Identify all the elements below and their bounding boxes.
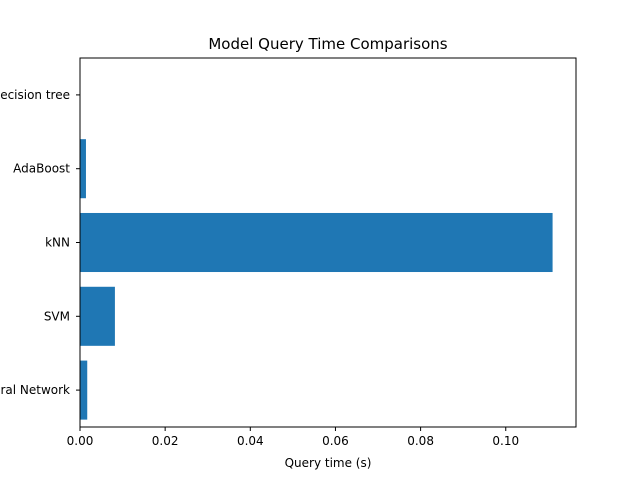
bar-adaboost — [80, 139, 86, 198]
bars-group — [80, 65, 553, 419]
x-axis-ticks: 0.00 0.02 0.04 0.06 0.08 0.10 — [67, 427, 519, 448]
x-tick-label-1: 0.02 — [152, 434, 179, 448]
bar-svm — [80, 287, 115, 346]
x-axis-label: Query time (s) — [285, 456, 372, 470]
x-tick-label-5: 0.10 — [492, 434, 519, 448]
x-tick-label-0: 0.00 — [67, 434, 94, 448]
y-axis-ticks: Decision tree AdaBoost kNN SVM Neural Networ… — [0, 88, 80, 397]
x-tick-label-3: 0.06 — [322, 434, 349, 448]
x-tick-label-2: 0.04 — [237, 434, 264, 448]
bar-knn — [80, 213, 553, 272]
y-tick-label-neural-network: Neural Network — [0, 383, 70, 397]
y-tick-label-adaboost: AdaBoost — [13, 162, 70, 176]
chart-title: Model Query Time Comparisons — [208, 35, 447, 53]
y-tick-label-decision-tree: Decision tree — [0, 88, 70, 102]
bar-neural-network — [80, 361, 87, 420]
y-tick-label-svm: SVM — [44, 309, 70, 323]
x-tick-label-4: 0.08 — [407, 434, 434, 448]
y-tick-label-knn: kNN — [45, 236, 70, 250]
